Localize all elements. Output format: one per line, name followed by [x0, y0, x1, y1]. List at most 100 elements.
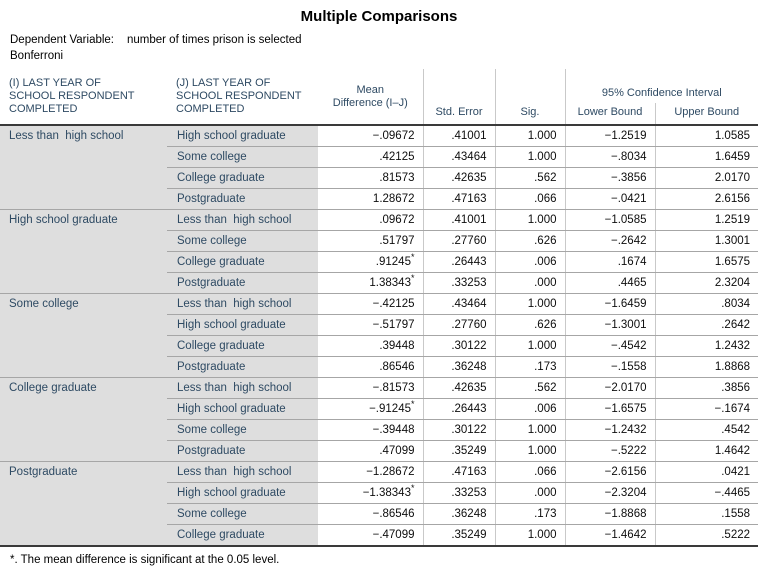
- std-error-cell: .41001: [422, 209, 495, 231]
- sig-cell: .066: [494, 461, 565, 483]
- upper-bound-cell: 1.0585: [654, 125, 758, 147]
- comparison-group-cell: Some college: [167, 503, 318, 525]
- std-error-cell: .36248: [422, 356, 495, 378]
- comparison-row: College graduate −.47099.35249 1.000 −1.464…: [0, 524, 758, 547]
- comparison-group-cell: Less than high school: [167, 461, 318, 483]
- table-header: (I) LAST YEAR OF SCHOOL RESPONDENT COMPL…: [0, 69, 758, 126]
- sig-cell: 1.000: [494, 209, 565, 231]
- comparison-row: High school graduate −.51797.27760.626 −1.…: [0, 314, 758, 336]
- lower-bound-cell: −.2642: [564, 230, 655, 252]
- comparison-group-cell: College graduate: [167, 251, 318, 273]
- significance-star: *: [410, 273, 415, 284]
- upper-bound-cell: −.4465: [654, 482, 758, 504]
- sig-cell: .173: [494, 356, 565, 378]
- comparison-row: College graduate .91245* .26443.006.1674 1.…: [0, 251, 758, 273]
- dependent-variable-label: Dependent Variable:: [10, 34, 114, 46]
- upper-bound-cell: 1.2519: [654, 209, 758, 231]
- multiple-comparisons-table: (I) LAST YEAR OF SCHOOL RESPONDENT COMPL…: [0, 69, 758, 547]
- column-header-confidence-interval: 95% Confidence Interval: [564, 69, 758, 103]
- sig-cell: .000: [494, 482, 565, 504]
- upper-bound-cell: 2.3204: [654, 272, 758, 294]
- mean-difference-cell: −.81573: [318, 377, 423, 399]
- comparison-group-cell: Postgraduate: [167, 356, 318, 378]
- lower-bound-cell: −1.6459: [564, 293, 655, 315]
- upper-bound-cell: .3856: [654, 377, 758, 399]
- lower-bound-cell: .4465: [564, 272, 655, 294]
- lower-bound-cell: −1.2519: [564, 125, 655, 147]
- lower-bound-cell: −2.0170: [564, 377, 655, 399]
- comparison-row: Some college .51797.27760.626 −.2642 1.3001: [0, 230, 758, 252]
- comparison-group-cell: High school graduate: [167, 125, 318, 147]
- mean-difference-cell: −.42125: [318, 293, 423, 315]
- upper-bound-cell: .8034: [654, 293, 758, 315]
- comparison-group-cell: Some college: [167, 230, 318, 252]
- dependent-variable-line: Dependent Variable: number of times priso…: [10, 34, 758, 46]
- comparison-group-cell: Less than high school: [167, 377, 318, 399]
- sig-cell: 1.000: [494, 125, 565, 147]
- group-label-cell: Postgraduate: [0, 461, 167, 547]
- std-error-cell: .30122: [422, 335, 495, 357]
- mean-difference-cell: −1.28672: [318, 461, 423, 483]
- std-error-cell: .42635: [422, 377, 495, 399]
- upper-bound-cell: 1.3001: [654, 230, 758, 252]
- group-label-cell: High school graduate: [0, 209, 167, 294]
- upper-bound-cell: 2.6156: [654, 188, 758, 210]
- comparison-group-cell: Less than high school: [167, 293, 318, 315]
- comparison-row: Some college −.39448.30122 1.000 −1.2432.45…: [0, 419, 758, 441]
- sig-cell: .626: [494, 230, 565, 252]
- sig-cell: .562: [494, 167, 565, 189]
- std-error-cell: .36248: [422, 503, 495, 525]
- std-error-cell: .27760: [422, 314, 495, 336]
- column-header-lower-bound: Lower Bound: [564, 103, 655, 126]
- page-title: Multiple Comparisons: [300, 8, 458, 25]
- lower-bound-cell: −.4542: [564, 335, 655, 357]
- group-label-cell: Less than high school: [0, 125, 167, 210]
- sig-cell: .006: [494, 251, 565, 273]
- mean-difference-cell: 1.28672: [318, 188, 423, 210]
- mean-difference-cell: .42125: [318, 146, 423, 168]
- upper-bound-cell: .1558: [654, 503, 758, 525]
- std-error-cell: .43464: [422, 293, 495, 315]
- comparison-group-cell: College graduate: [167, 335, 318, 357]
- table-body: Less than high school High school graduat…: [0, 125, 758, 547]
- lower-bound-cell: −.8034: [564, 146, 655, 168]
- std-error-cell: .27760: [422, 230, 495, 252]
- comparison-row: College graduate .81573.42635.562 −.3856 2.…: [0, 167, 758, 189]
- comparison-group-cell: High school graduate: [167, 482, 318, 504]
- comparison-row: College graduate Less than high school −.8…: [0, 377, 758, 462]
- upper-bound-cell: .5222: [654, 524, 758, 547]
- comparison-row: College graduate .39448.30122 1.000 −.4542 1…: [0, 335, 758, 357]
- mean-difference-cell: −.09672: [318, 125, 423, 147]
- sig-cell: .562: [494, 377, 565, 399]
- column-header-mean-difference-text: Mean Difference (I–J): [332, 83, 408, 109]
- sig-cell: .626: [494, 314, 565, 336]
- comparison-group-cell: Postgraduate: [167, 440, 318, 462]
- upper-bound-cell: −.1674: [654, 398, 758, 420]
- comparison-row: High school graduate Less than high schoo…: [0, 209, 758, 294]
- lower-bound-cell: −1.8868: [564, 503, 655, 525]
- column-header-upper-bound: Upper Bound: [654, 103, 758, 126]
- group-label-cell: Some college: [0, 293, 167, 378]
- comparison-row: High school graduate −1.38343* .33253.000−…: [0, 482, 758, 504]
- sig-cell: .066: [494, 188, 565, 210]
- std-error-cell: .26443: [422, 398, 495, 420]
- upper-bound-cell: 1.4642: [654, 440, 758, 462]
- mean-difference-cell: 1.38343*: [318, 272, 423, 294]
- lower-bound-cell: −1.2432: [564, 419, 655, 441]
- column-header-sig: Sig.: [494, 69, 565, 126]
- std-error-cell: .33253: [422, 272, 495, 294]
- sig-cell: 1.000: [494, 146, 565, 168]
- dependent-variable-value: number of times prison is selected: [127, 34, 302, 46]
- lower-bound-cell: −2.3204: [564, 482, 655, 504]
- mean-difference-cell: −.51797: [318, 314, 423, 336]
- mean-difference-cell: .51797: [318, 230, 423, 252]
- sig-cell: 1.000: [494, 440, 565, 462]
- upper-bound-cell: 2.0170: [654, 167, 758, 189]
- mean-difference-cell: .86546: [318, 356, 423, 378]
- mean-difference-cell: −.91245*: [318, 398, 423, 420]
- lower-bound-cell: −1.3001: [564, 314, 655, 336]
- comparison-group-cell: Postgraduate: [167, 188, 318, 210]
- comparison-row: Postgraduate Less than high school −1.2867…: [0, 461, 758, 547]
- upper-bound-cell: .4542: [654, 419, 758, 441]
